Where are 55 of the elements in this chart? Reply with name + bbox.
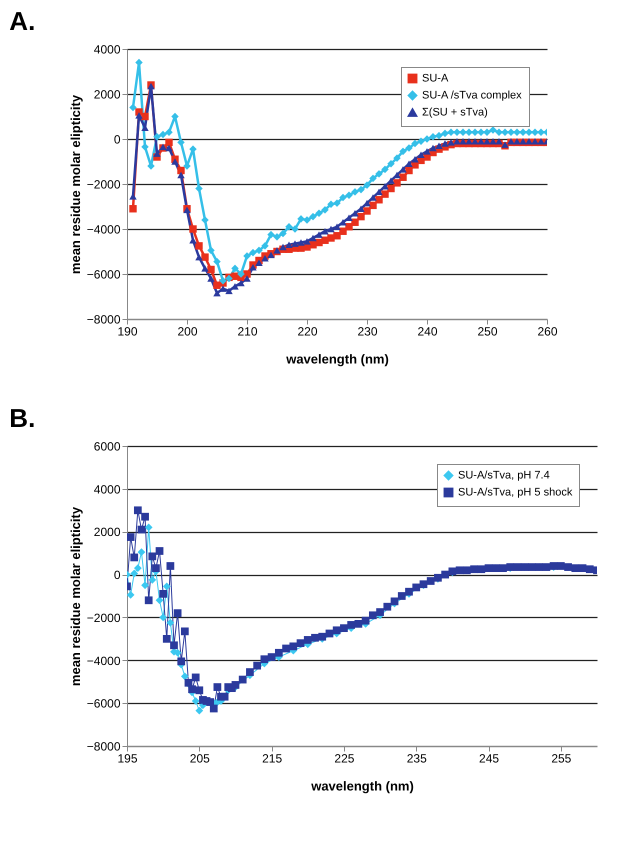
point	[148, 576, 156, 584]
point	[141, 581, 149, 590]
x-axis-title: wavelength (nm)	[310, 778, 414, 794]
x-tick-label: 215	[262, 752, 282, 766]
y-tick-label: 0	[114, 568, 121, 582]
y-tick-label: −2000	[86, 610, 121, 625]
legend-label: SU-A/sTva, pH 7.4	[458, 470, 550, 482]
point	[134, 564, 142, 572]
x-tick-label: 245	[479, 752, 500, 766]
y-tick-label: 6000	[94, 440, 121, 454]
point	[180, 672, 189, 680]
x-tick-label: 225	[334, 752, 355, 766]
y-axis-title: mean residue molar elipticity	[68, 506, 83, 686]
y-tick-label: −2000	[86, 178, 121, 192]
y-tick-label: −8000	[86, 312, 121, 326]
chart-title: B.	[9, 403, 36, 433]
y-tick-label: −6000	[86, 696, 121, 711]
x-tick-label: 220	[297, 324, 318, 338]
x-tick-label: 200	[177, 324, 198, 338]
point	[162, 582, 171, 590]
point	[138, 548, 146, 556]
y-axis-title: mean residue molar elipticity	[68, 94, 83, 274]
x-tick-label: 250	[477, 324, 498, 338]
point	[166, 618, 174, 627]
y-tick-label: 4000	[94, 482, 121, 496]
point	[156, 596, 164, 604]
legend-label: SU-A	[422, 72, 449, 84]
x-tick-label: 230	[357, 324, 378, 338]
y-tick-label: −6000	[86, 268, 121, 282]
y-tick-label: −8000	[86, 740, 121, 754]
point	[130, 570, 138, 578]
point	[195, 706, 204, 715]
chart-title: A.	[9, 6, 36, 36]
x-tick-label: 260	[537, 324, 558, 338]
point	[159, 614, 168, 622]
legend-label: SU-A /sTva complex	[422, 90, 522, 102]
x-tick-label: 205	[190, 752, 210, 766]
x-tick-label: 190	[117, 324, 138, 338]
point	[144, 524, 153, 532]
x-tick-label: 210	[237, 324, 258, 338]
legend-label: SU-A/sTva, pH 5 shock	[458, 486, 573, 498]
x-tick-label: 235	[406, 752, 428, 766]
legend-label: Σ(SU + sTva)	[422, 106, 488, 118]
y-tick-label: −4000	[86, 654, 121, 668]
y-tick-label: 2000	[94, 525, 121, 540]
x-axis-title: wavelength (nm)	[285, 352, 389, 366]
point	[192, 697, 200, 705]
x-tick-label: 240	[417, 324, 438, 338]
point	[127, 591, 134, 599]
y-tick-label: 4000	[94, 42, 121, 56]
y-tick-label: 2000	[94, 88, 121, 102]
y-tick-label: 0	[114, 132, 121, 146]
y-tick-label: −4000	[86, 222, 121, 236]
x-tick-label: 255	[551, 752, 572, 766]
x-tick-label: 195	[117, 752, 138, 766]
